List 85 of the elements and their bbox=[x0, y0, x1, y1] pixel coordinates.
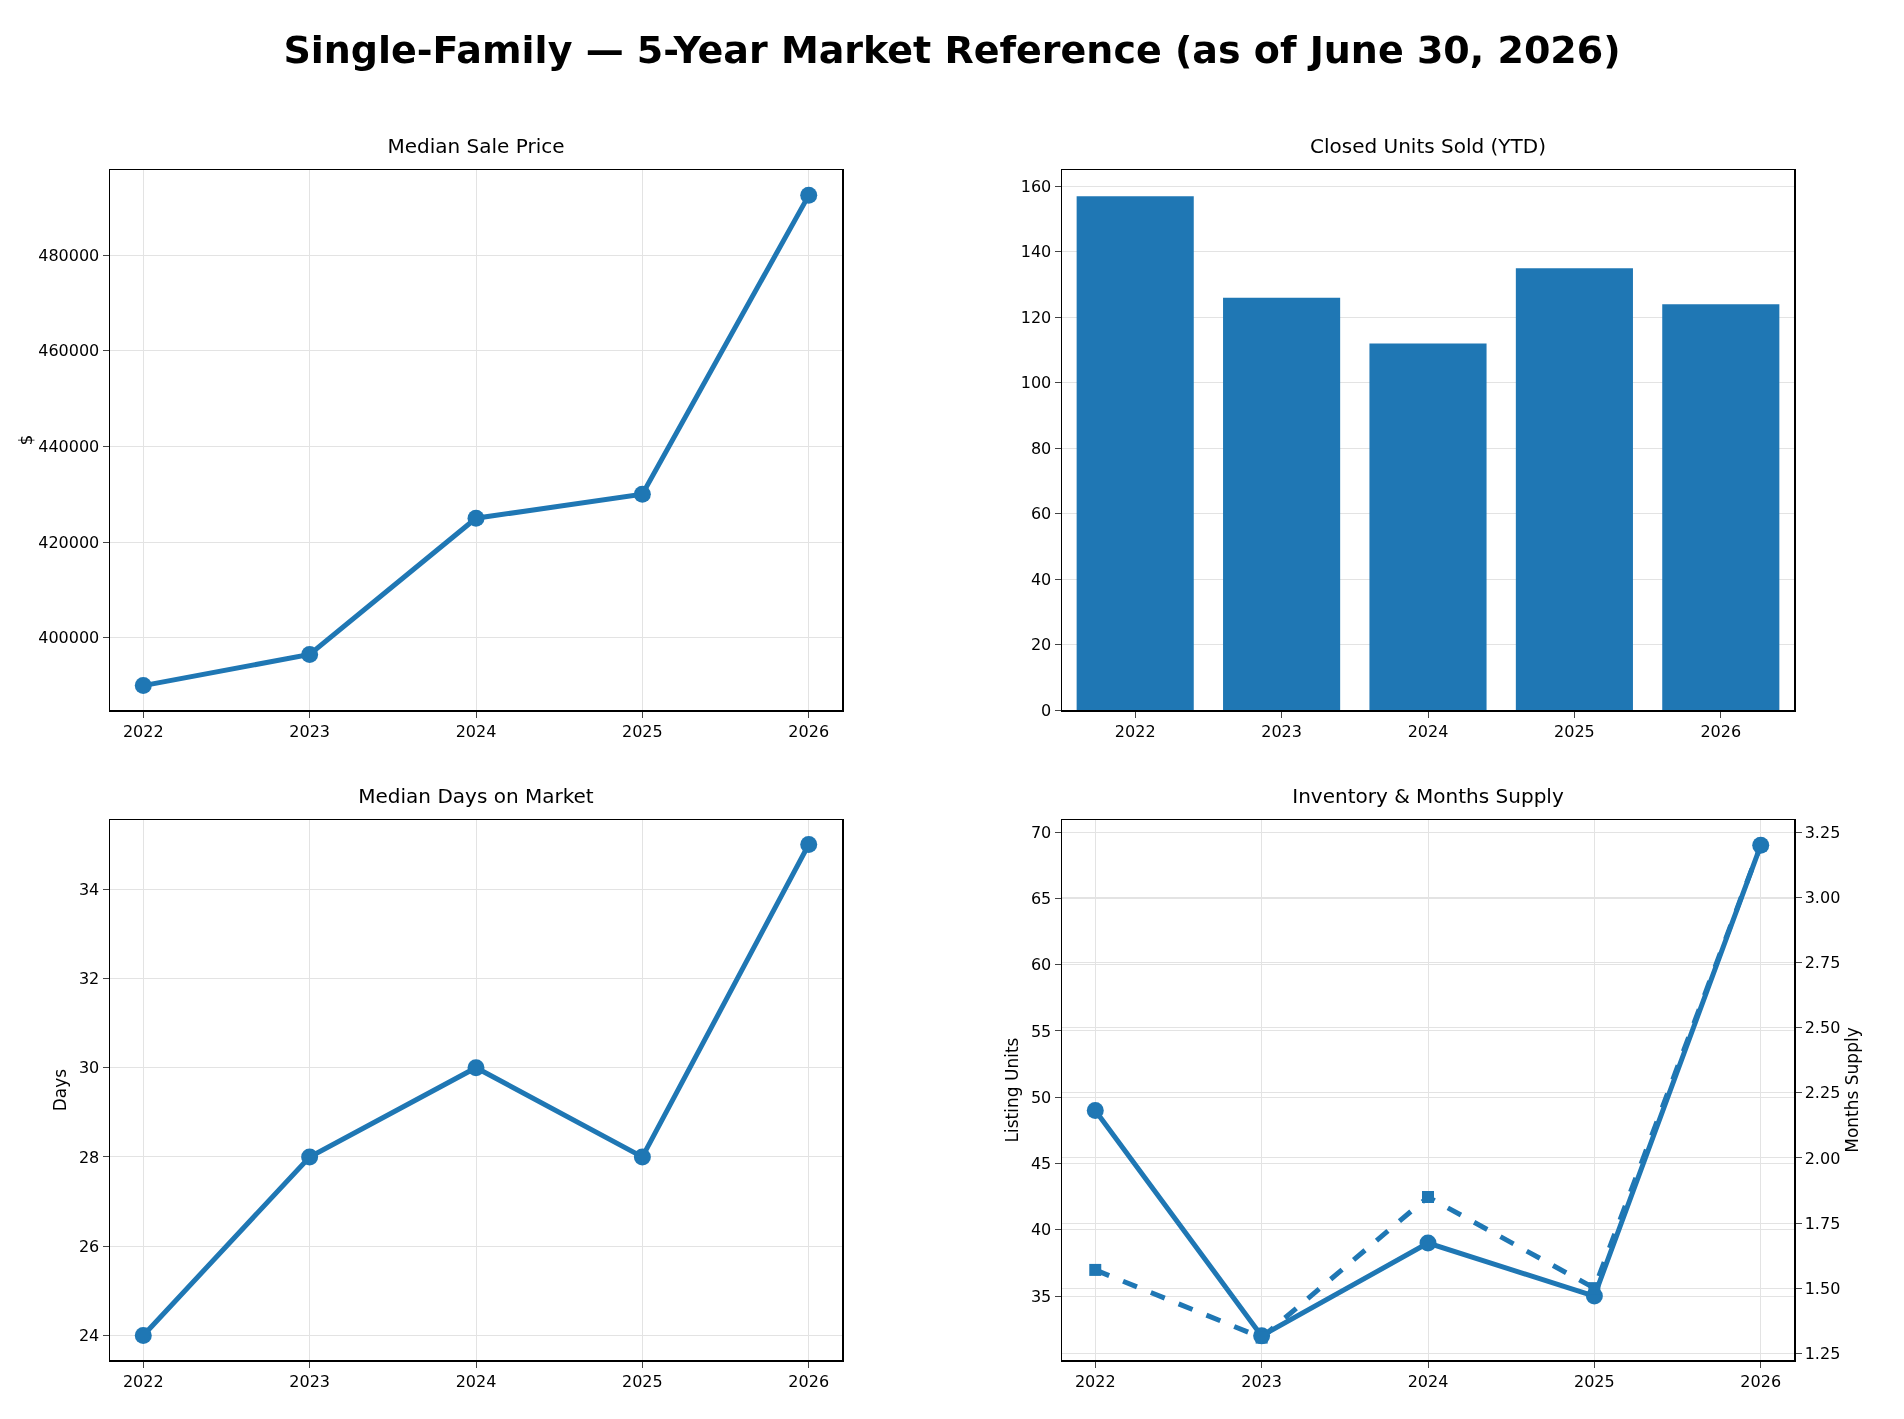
x-tick-label: 2025 bbox=[622, 721, 663, 741]
y-tick-label: 70 bbox=[1030, 822, 1052, 842]
y-tick-label: 32 bbox=[78, 969, 100, 989]
x-tick-label: 2023 bbox=[1241, 1371, 1282, 1391]
x-tick-label: 2025 bbox=[1554, 721, 1595, 741]
point bbox=[800, 836, 818, 854]
y-tick-label: 440000 bbox=[38, 437, 100, 457]
y2-tick-label: 2.25 bbox=[1804, 1083, 1841, 1103]
x-tick-label: 2022 bbox=[1114, 721, 1156, 741]
y-tick-label: 40 bbox=[1030, 569, 1052, 589]
x-tick-label: 2024 bbox=[455, 1371, 497, 1391]
point bbox=[134, 677, 152, 695]
x-tick-label: 2026 bbox=[1700, 721, 1742, 741]
x-tick-label: 2022 bbox=[122, 1371, 164, 1391]
point bbox=[134, 1326, 152, 1344]
x-tick-label: 2024 bbox=[455, 721, 497, 741]
x-tick-label: 2022 bbox=[1074, 1371, 1116, 1391]
y2-tick-label: 1.50 bbox=[1804, 1278, 1841, 1298]
chart-title: Inventory & Months Supply bbox=[1292, 784, 1564, 809]
x-tick-label: 2026 bbox=[788, 1371, 830, 1391]
chart-title: Median Days on Market bbox=[358, 784, 594, 809]
point bbox=[1086, 1101, 1104, 1119]
point bbox=[301, 1148, 319, 1166]
y2-tick-label: 2.75 bbox=[1804, 953, 1841, 973]
x-tick-label: 2022 bbox=[122, 721, 164, 741]
y2-tick-label: 2.00 bbox=[1804, 1148, 1841, 1168]
y-tick-label: 40 bbox=[1030, 1220, 1052, 1240]
y2-tick-label: 3.25 bbox=[1804, 823, 1841, 843]
y2-tick-label: 1.75 bbox=[1804, 1213, 1841, 1233]
x-tick-label: 2023 bbox=[289, 1371, 330, 1391]
y2-axis-title: Months Supply bbox=[1842, 1027, 1863, 1153]
point bbox=[1089, 1263, 1102, 1276]
bar bbox=[1662, 304, 1780, 710]
point bbox=[1419, 1234, 1437, 1252]
y-tick-label: 100 bbox=[1020, 373, 1052, 393]
bar bbox=[1369, 343, 1487, 710]
x-tick-label: 2024 bbox=[1407, 1371, 1449, 1391]
y-tick-label: 24 bbox=[78, 1326, 100, 1346]
y2-tick-label: 1.25 bbox=[1804, 1343, 1841, 1363]
point bbox=[633, 485, 651, 503]
y-axis-title: $ bbox=[16, 434, 37, 446]
y2-tick-label: 3.00 bbox=[1804, 888, 1841, 908]
y-tick-label: 35 bbox=[1030, 1286, 1052, 1306]
x-tick-label: 2023 bbox=[1261, 721, 1302, 741]
y-tick-label: 60 bbox=[1030, 955, 1052, 975]
x-tick-label: 2026 bbox=[788, 721, 830, 741]
point bbox=[800, 186, 818, 204]
y-tick-label: 28 bbox=[78, 1147, 100, 1167]
y-tick-label: 160 bbox=[1020, 176, 1052, 196]
y-tick-label: 480000 bbox=[38, 245, 100, 265]
point bbox=[467, 1059, 485, 1077]
point bbox=[633, 1148, 651, 1166]
y-tick-label: 0 bbox=[1041, 700, 1052, 720]
y-tick-label: 420000 bbox=[38, 532, 100, 552]
point bbox=[1422, 1191, 1434, 1204]
x-tick-label: 2024 bbox=[1407, 721, 1449, 741]
y-tick-label: 80 bbox=[1030, 438, 1052, 458]
y-tick-label: 26 bbox=[78, 1236, 100, 1256]
chart-title: Closed Units Sold (YTD) bbox=[1309, 134, 1547, 159]
x-tick-label: 2025 bbox=[1574, 1371, 1615, 1391]
x-tick-label: 2023 bbox=[289, 721, 330, 741]
y-tick-label: 45 bbox=[1030, 1154, 1052, 1174]
y-tick-label: 20 bbox=[1030, 635, 1052, 655]
y-axis-title: Listing Units bbox=[1001, 1037, 1022, 1143]
y-tick-label: 65 bbox=[1030, 888, 1052, 908]
point bbox=[467, 509, 485, 527]
bar bbox=[1076, 196, 1194, 710]
y-axis-title: Days bbox=[49, 1068, 70, 1112]
y-tick-label: 140 bbox=[1020, 242, 1052, 262]
text: Single-Family — 5-Year Market Reference (as of June 30, 2026) bbox=[283, 28, 1621, 72]
x-tick-label: 2026 bbox=[1740, 1371, 1782, 1391]
y-tick-label: 400000 bbox=[38, 628, 100, 648]
x-tick-label: 2025 bbox=[622, 1371, 663, 1391]
y2-tick-label: 2.50 bbox=[1804, 1018, 1841, 1038]
chart-title: Median Sale Price bbox=[387, 134, 565, 159]
bar bbox=[1515, 268, 1633, 710]
y-tick-label: 60 bbox=[1030, 504, 1052, 524]
y-tick-label: 50 bbox=[1030, 1087, 1052, 1107]
bar bbox=[1223, 297, 1341, 710]
y-tick-label: 460000 bbox=[38, 341, 100, 361]
y-tick-label: 34 bbox=[78, 879, 100, 899]
y-tick-label: 30 bbox=[78, 1058, 100, 1078]
point bbox=[301, 646, 319, 664]
y-tick-label: 120 bbox=[1020, 307, 1052, 327]
y-tick-label: 55 bbox=[1030, 1021, 1052, 1041]
